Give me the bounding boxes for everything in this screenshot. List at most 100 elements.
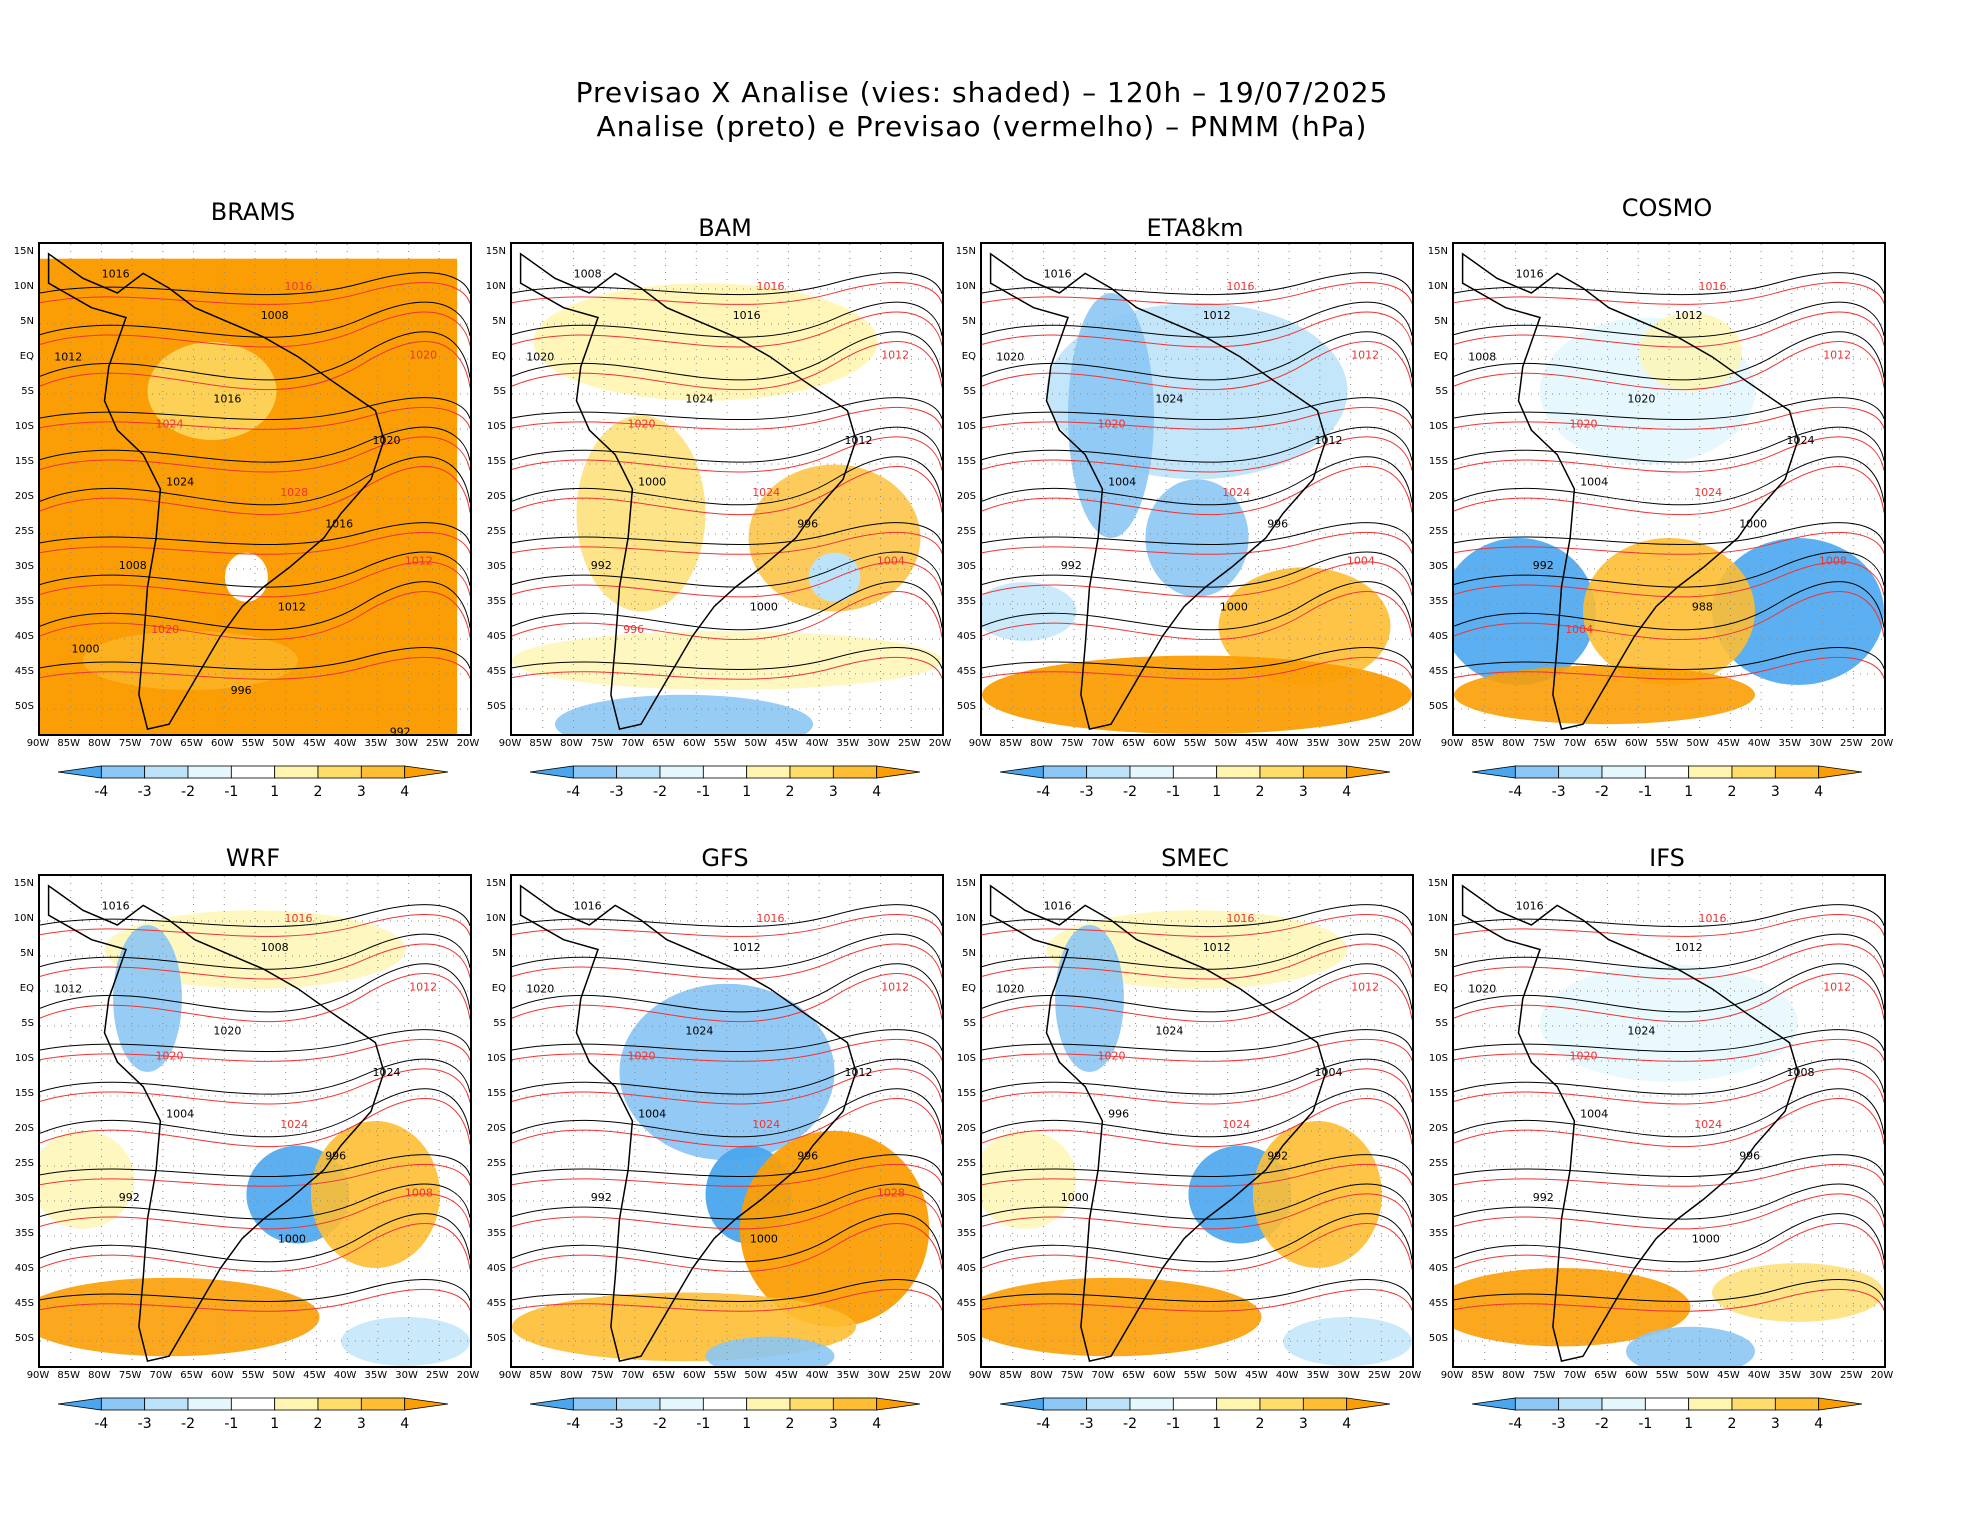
bias-shade (40, 1277, 320, 1357)
lat-tick-label: 30S (956, 1193, 976, 1204)
lat-tick-label: 45S (14, 1298, 34, 1309)
analysis-contour-label: 992 (591, 559, 612, 572)
forecast-contour-label: 1012 (405, 555, 433, 568)
analysis-contour-label: 1000 (1061, 1191, 1089, 1204)
analysis-contour-label: 1012 (54, 983, 82, 996)
forecast-isobar (40, 407, 470, 430)
forecast-isobar (982, 590, 1412, 641)
lat-tick-label: 5S (493, 1018, 506, 1029)
bias-shade (1712, 1263, 1884, 1322)
lon-tick-label: 60W (210, 1370, 234, 1381)
colorbar-label: 3 (356, 784, 366, 800)
lat-tick-label: 10S (14, 421, 34, 432)
colorbar-label: 2 (1727, 1416, 1737, 1432)
lat-tick-label: 35S (1428, 1228, 1448, 1239)
forecast-isobar (1454, 282, 1884, 305)
lon-tick-label: 60W (1624, 738, 1648, 749)
analysis-contour-label: 996 (797, 517, 818, 530)
lon-tick-label: 25W (1367, 738, 1391, 749)
colorbar-swatch (1259, 1397, 1304, 1411)
colorbar-swatch (832, 765, 878, 779)
colorbar-swatch (876, 765, 921, 779)
analysis-contour-label: 1024 (1627, 1024, 1655, 1037)
forecast-isobar (1454, 1039, 1884, 1062)
forecast-contour-label: 1028 (877, 1187, 905, 1200)
lon-tick-label: 25W (897, 1370, 921, 1381)
lat-tick-label: 10S (956, 421, 976, 432)
lon-tick-label: 25W (1839, 738, 1863, 749)
bias-shade (341, 1317, 470, 1366)
lat-tick-label: 25S (956, 1158, 976, 1169)
lat-tick-label: 15S (486, 456, 506, 467)
analysis-contour-label: 1004 (166, 1108, 194, 1121)
colorbar-label: 2 (1727, 784, 1737, 800)
lon-tick-label: 85W (1471, 738, 1495, 749)
colorbar-swatch (57, 1397, 102, 1411)
analysis-contour-label: 1020 (1468, 983, 1496, 996)
forecast-isobar (512, 590, 942, 641)
lon-tick-label: 70W (621, 1370, 645, 1381)
analysis-isobar (982, 426, 1412, 463)
bias-shade (808, 552, 861, 602)
analysis-contour-label: 1012 (845, 434, 873, 447)
lat-tick-label: 10S (486, 421, 506, 432)
bias-shade (1454, 1268, 1691, 1347)
analysis-contour-label: 1020 (996, 983, 1024, 996)
lat-tick-label: 5S (21, 1018, 34, 1029)
colorbar-label: -4 (1036, 784, 1051, 800)
analysis-isobar (512, 581, 942, 631)
lon-tick-label: 80W (1030, 1370, 1053, 1381)
analysis-contour-label: 1012 (1675, 941, 1703, 954)
forecast-isobar (512, 436, 942, 473)
lat-tick-label: 5N (492, 948, 506, 959)
colorbar-swatch (1688, 765, 1733, 779)
forecast-isobar (40, 973, 470, 1023)
analysis-isobar (512, 1213, 942, 1263)
bias-shade (555, 694, 813, 734)
lat-tick-label: 10S (1428, 421, 1448, 432)
analysis-contour-label: 992 (1533, 559, 1554, 572)
analysis-isobar (982, 456, 1412, 506)
colorbar-swatch (1471, 765, 1516, 779)
colorbar-swatch (317, 1397, 362, 1411)
analysis-contour-label: 1004 (638, 1108, 666, 1121)
forecast-isobar (512, 1163, 942, 1187)
panel-title: IFS (1649, 844, 1685, 872)
lat-tick-label: 15N (485, 246, 506, 257)
colorbar-swatch (1644, 765, 1690, 779)
colorbar-swatch (1216, 765, 1261, 779)
analysis-contour-label: 1004 (1108, 476, 1136, 489)
lon-tick-label: 40W (1747, 738, 1771, 749)
lat-tick-label: 10N (1427, 281, 1448, 292)
lat-tick-label: 5N (1434, 316, 1448, 327)
analysis-isobar (40, 1088, 470, 1138)
colorbar-swatch (1129, 765, 1174, 779)
lat-tick-label: 25S (956, 526, 976, 537)
colorbar-swatch (789, 1397, 834, 1411)
forecast-isobar (982, 656, 1412, 680)
forecast-isobar (1454, 1163, 1884, 1187)
forecast-isobar (40, 1039, 470, 1062)
map-canvas: 1016 1008 1012 1020 1024 1004 996 992 1000 1016 10… (40, 876, 470, 1366)
bias-map: 1016 1012 1020 1024 1012 1004 996 992 1000 1016 10… (980, 242, 1414, 736)
lon-tick-label: 85W (57, 1370, 81, 1381)
colorbar (529, 1397, 921, 1411)
colorbar-label: -3 (137, 1416, 152, 1432)
colorbar-swatch (1774, 1397, 1820, 1411)
colorbar-swatch (360, 765, 406, 779)
analysis-isobar (512, 456, 942, 506)
colorbar-swatch (1471, 1397, 1516, 1411)
lon-tick-label: 55W (1183, 738, 1207, 749)
forecast-isobar (512, 1098, 942, 1148)
lon-tick-label: 85W (529, 738, 553, 749)
forecast-contour-label: 1020 (1570, 1049, 1598, 1062)
analysis-contour-label: 1016 (1044, 899, 1072, 912)
lat-tick-label: 35S (486, 596, 506, 607)
analysis-contour-label: 1016 (1044, 267, 1072, 280)
analysis-isobar (512, 1088, 942, 1138)
colorbar-swatch (746, 1397, 791, 1411)
forecast-isobar (982, 407, 1412, 430)
lat-tick-label: 5S (1435, 1018, 1448, 1029)
lon-tick-label: 50W (272, 1370, 296, 1381)
colorbar-label: 4 (400, 1416, 410, 1432)
